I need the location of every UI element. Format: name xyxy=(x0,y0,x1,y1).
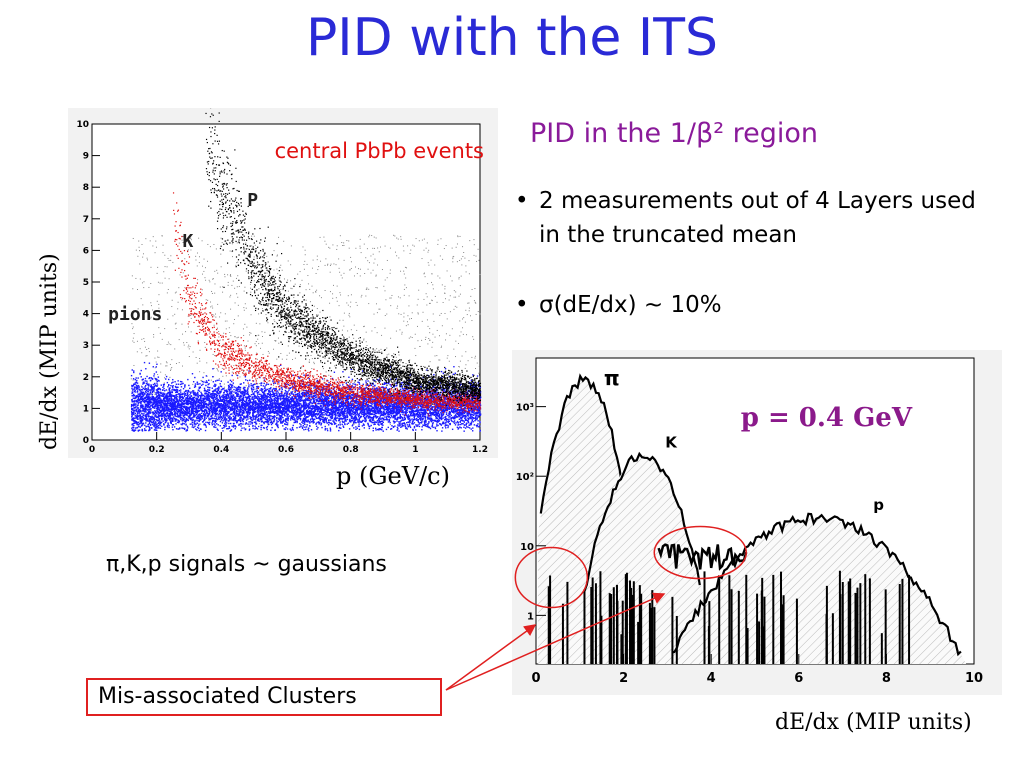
species-label: K xyxy=(183,231,194,252)
bullet-marker: • xyxy=(515,188,529,214)
left-cluster-ellipse xyxy=(514,546,589,609)
x-tick-label: 2 xyxy=(619,671,628,686)
histogram-x-axis-label: dE/dx (MIP units) xyxy=(775,710,972,735)
right-cluster-ellipse xyxy=(653,525,747,580)
y-tick-label: 4 xyxy=(83,310,89,320)
y-tick-label: 1 xyxy=(527,611,534,622)
y-tick-label: 6 xyxy=(83,246,89,256)
central-pbpb-annotation: central PbPb events xyxy=(275,139,484,163)
species-label: P xyxy=(247,190,258,211)
subtitle: PID in the 1/β² region xyxy=(530,118,819,149)
x-tick-label: 10 xyxy=(965,671,983,686)
series-kaons xyxy=(172,192,482,417)
x-tick-label: 4 xyxy=(707,671,716,686)
x-tick-label: 1 xyxy=(412,445,418,455)
momentum-annotation: p = 0.4 GeV xyxy=(741,403,913,433)
scatter-x-axis-label: p (GeV/c) xyxy=(336,462,450,490)
peak-outline-p xyxy=(671,512,962,657)
x-tick-label: 0.6 xyxy=(278,445,294,455)
y-tick-label: 10 xyxy=(520,542,534,553)
species-label: pions xyxy=(108,304,162,325)
mis-associated-clusters-label: Mis-associated Clusters xyxy=(86,678,442,716)
y-tick-label: 2 xyxy=(83,373,89,383)
dedx-distribution-histogram: π Kp 0 2 4 6 8 10 1 10 10² 10³ p = 0.4 GeV xyxy=(512,350,1002,695)
y-tick-label: 7 xyxy=(83,215,89,225)
bullet-item: • σ(dE/dx) ~ 10% xyxy=(515,288,722,322)
y-tick-label: 8 xyxy=(83,183,89,193)
bullet-text: σ(dE/dx) ~ 10% xyxy=(539,292,722,318)
arrow-to-right-cluster xyxy=(445,592,666,691)
x-tick-label: 0.8 xyxy=(343,445,359,455)
scatter-y-axis-label-text: dE/dx (MIP units) xyxy=(37,253,62,450)
dedx-vs-momentum-scatter-plot: 0 0.2 0.4 0.6 0.8 1 1.2 0 1 2 3 4 5 6 7 8 9 10 pions K Pcent… xyxy=(68,108,498,458)
bullet-text: 2 measurements out of 4 Layers used in t… xyxy=(539,188,976,248)
bullet-marker: • xyxy=(515,292,529,318)
peak-label: K xyxy=(665,433,678,451)
y-tick-label: 10 xyxy=(76,120,89,130)
x-tick-label: 0.4 xyxy=(213,445,229,455)
gaussian-note: π,K,p signals ~ gaussians xyxy=(106,552,387,577)
peak-label: p xyxy=(873,496,884,514)
x-tick-label: 0.2 xyxy=(149,445,165,455)
low-count-spikes xyxy=(547,570,911,664)
bullet-item: • 2 measurements out of 4 Layers used in… xyxy=(515,184,995,252)
x-tick-label: 0 xyxy=(89,445,95,455)
x-tick-label: 1.2 xyxy=(472,445,488,455)
x-tick-label: 6 xyxy=(794,671,803,686)
y-tick-label: 10² xyxy=(516,472,534,483)
slide-title: PID with the ITS xyxy=(305,8,719,68)
peak-outline-K xyxy=(583,451,701,593)
series-protons xyxy=(205,108,482,410)
peak-outline-π xyxy=(539,373,626,514)
y-tick-label: 0 xyxy=(83,436,89,446)
y-tick-label: 9 xyxy=(83,152,89,162)
arrow-to-left-cluster xyxy=(445,624,537,691)
scatter-y-axis-label: dE/dx (MIP units) xyxy=(20,150,70,450)
mis-associated-plateau xyxy=(657,543,748,571)
y-tick-label: 5 xyxy=(83,278,89,288)
y-tick-label: 10³ xyxy=(516,403,534,414)
y-tick-label: 3 xyxy=(83,341,89,351)
peak-label: π xyxy=(604,366,620,390)
y-tick-label: 1 xyxy=(83,404,89,414)
x-tick-label: 8 xyxy=(882,671,891,686)
x-tick-label: 0 xyxy=(531,671,540,686)
